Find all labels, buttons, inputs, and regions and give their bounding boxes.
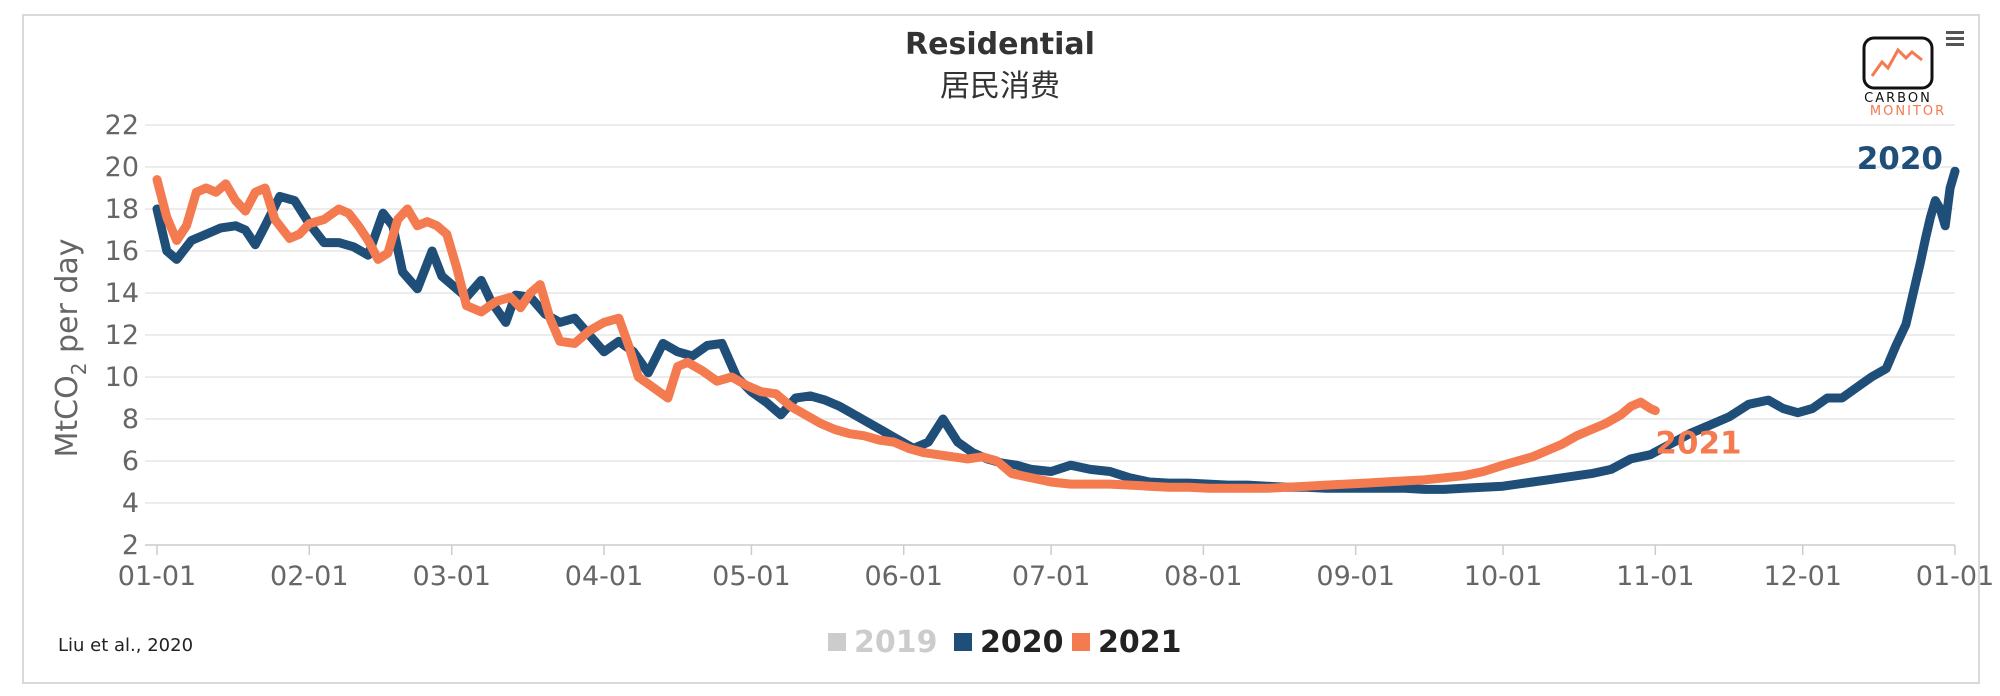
x-tick-label: 11-01 bbox=[1616, 561, 1694, 592]
legend-item-2020[interactable]: 2020 bbox=[954, 625, 1064, 660]
x-tick-label: 10-01 bbox=[1464, 561, 1542, 592]
y-axis-label-prefix: MtCO bbox=[50, 375, 85, 457]
hamburger-menu-icon[interactable] bbox=[1946, 31, 1964, 46]
x-tick-label: 06-01 bbox=[864, 561, 942, 592]
x-axis-ticks: 01-01 02-01 03-01 04-01 05-01 06-01 07-01 08-01… bbox=[118, 545, 1994, 592]
x-tick-label: 01-01 bbox=[118, 561, 196, 592]
y-axis-label-subscript: 2 bbox=[67, 363, 91, 376]
logo-trend-line-icon bbox=[1870, 47, 1923, 77]
legend-swatch bbox=[828, 633, 846, 651]
legend: 2019 2020 2021 bbox=[828, 625, 1182, 660]
y-tick-label: 18 bbox=[105, 194, 139, 225]
carbon-monitor-logo: CARBON MONITOR bbox=[1862, 36, 1946, 119]
legend-label: 2019 bbox=[854, 625, 938, 660]
legend-swatch bbox=[954, 633, 972, 651]
logo-text-monitor: MONITOR bbox=[1870, 104, 1946, 119]
series-line-2021[interactable] bbox=[152, 175, 1660, 493]
y-axis-ticks: 2 4 6 8 10 12 14 16 18 20 22 bbox=[105, 110, 139, 561]
legend-item-2019[interactable]: 2019 bbox=[828, 625, 938, 660]
x-tick-label: 12-01 bbox=[1763, 561, 1841, 592]
y-tick-label: 2 bbox=[122, 530, 139, 561]
y-tick-label: 6 bbox=[122, 446, 139, 477]
x-tick-label: 09-01 bbox=[1316, 561, 1394, 592]
y-tick-label: 20 bbox=[105, 152, 139, 183]
legend-label: 2021 bbox=[1098, 625, 1182, 660]
x-tick-label: 05-01 bbox=[712, 561, 790, 592]
x-tick-label: 04-01 bbox=[565, 561, 643, 592]
y-axis-label-suffix: per day bbox=[50, 238, 85, 362]
end-label-2021: 2021 bbox=[1655, 426, 1741, 462]
series-end-labels: 2020 2021 bbox=[1655, 141, 1943, 461]
y-tick-label: 12 bbox=[105, 320, 139, 351]
y-axis-label: MtCO2 per day bbox=[50, 238, 91, 457]
y-tick-label: 4 bbox=[122, 488, 139, 519]
chart-subtitle: 居民消费 bbox=[940, 69, 1060, 104]
x-tick-label: 03-01 bbox=[413, 561, 491, 592]
y-tick-label: 22 bbox=[105, 110, 139, 141]
y-tick-label: 14 bbox=[105, 278, 139, 309]
logo-text-carbon: CARBON bbox=[1864, 91, 1932, 106]
y-tick-label: 16 bbox=[105, 236, 139, 267]
x-tick-label: 01-01 bbox=[1916, 561, 1994, 592]
logo-monitor-frame bbox=[1862, 36, 1934, 90]
y-tick-label: 10 bbox=[105, 362, 139, 393]
legend-item-2021[interactable]: 2021 bbox=[1072, 625, 1182, 660]
chart-title: Residential bbox=[905, 27, 1095, 62]
end-label-2020: 2020 bbox=[1857, 141, 1943, 177]
legend-label: 2020 bbox=[980, 625, 1064, 660]
x-tick-label: 07-01 bbox=[1012, 561, 1090, 592]
citation-text: Liu et al., 2020 bbox=[58, 635, 193, 656]
legend-swatch bbox=[1072, 633, 1090, 651]
y-tick-label: 8 bbox=[122, 404, 139, 435]
grid-lines bbox=[145, 124, 1955, 546]
series-group bbox=[152, 166, 1960, 494]
x-tick-label: 02-01 bbox=[270, 561, 348, 592]
x-tick-label: 08-01 bbox=[1164, 561, 1242, 592]
